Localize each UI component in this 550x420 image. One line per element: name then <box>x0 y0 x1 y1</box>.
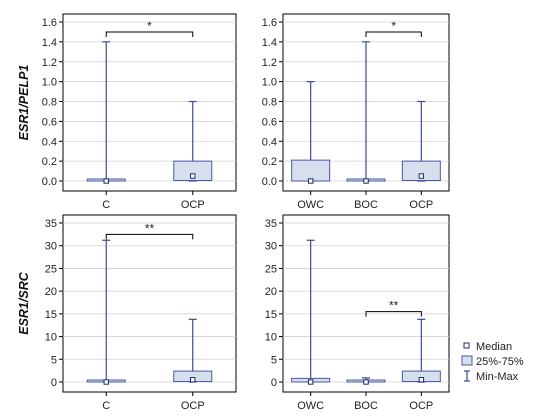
y-axis-label: ESR1/PELP1 <box>17 65 31 141</box>
median-marker <box>307 178 314 184</box>
x-tick-label: OWC <box>297 199 324 211</box>
box-ocp <box>173 318 213 383</box>
box-swatch-icon <box>461 355 473 366</box>
median-square-icon <box>463 342 470 349</box>
significance-bracket: * <box>105 19 194 37</box>
y-tick-label: 1.2 <box>42 57 57 69</box>
median-marker <box>363 379 369 385</box>
x-tick-label: C <box>102 199 110 211</box>
plot-frame <box>62 214 237 393</box>
significance-label: ** <box>389 299 399 313</box>
median-marker <box>190 173 196 179</box>
y-tick-label: 1.4 <box>42 37 57 49</box>
y-tick-label: 0.0 <box>42 176 57 188</box>
y-tick-label: 0.4 <box>262 136 277 148</box>
y-tick-label: 15 <box>265 309 277 321</box>
y-tick-label: 25 <box>45 263 57 275</box>
x-tick-label: BOC <box>354 400 378 412</box>
box-boc <box>346 41 386 184</box>
median-marker <box>418 173 425 179</box>
y-tick-label: 1.4 <box>262 37 277 49</box>
x-tick-label: OCP <box>181 199 205 211</box>
box-c <box>86 41 126 184</box>
y-tick-label: 5 <box>51 354 57 366</box>
y-tick-label: 20 <box>45 286 57 298</box>
median-marker <box>363 178 369 184</box>
y-tick-label: 25 <box>265 263 277 275</box>
significance-bracket: ** <box>105 221 194 240</box>
iqr-box <box>173 160 213 182</box>
significance-label: ** <box>145 221 155 235</box>
y-tick-label: 0 <box>271 377 277 389</box>
x-tick-label: OWC <box>297 400 324 412</box>
y-tick-label: 20 <box>265 286 277 298</box>
y-tick-label: 0.4 <box>42 136 57 148</box>
y-tick-label: 1.0 <box>42 77 57 89</box>
legend-item: 25%-75% <box>461 355 524 368</box>
x-tick-label: OCP <box>409 400 433 412</box>
y-tick-label: 0.2 <box>42 156 57 168</box>
x-tick-label: OCP <box>181 400 205 412</box>
y-tick-label: 1.6 <box>262 17 277 29</box>
y-tick-label: 30 <box>45 241 57 253</box>
chart-panel-bottom-right: 0 5 10 15 20 25 30 35 OWC BOC OCP ** <box>265 214 450 412</box>
significance-bracket: * <box>365 19 422 37</box>
bracket-line <box>105 31 194 37</box>
chart-panel-bottom-left: 0 5 10 15 20 25 30 35 C OCP ESR1/SRC ** <box>17 214 237 412</box>
y-tick-label: 15 <box>45 309 57 321</box>
box-owc <box>291 239 331 385</box>
y-tick-label: 0.0 <box>262 176 277 188</box>
iqr-box <box>291 159 331 182</box>
legend-item: Min-Max <box>464 370 519 383</box>
legend: Median 25%-75% Min-Max <box>461 341 524 383</box>
box-owc <box>291 81 331 184</box>
bracket-line <box>105 233 194 240</box>
y-tick-label: 30 <box>265 241 277 253</box>
y-tick-label: 0.2 <box>262 156 277 168</box>
legend-label: Min-Max <box>476 371 519 383</box>
legend-label: 25%-75% <box>476 356 524 368</box>
median-marker <box>418 377 425 383</box>
y-tick-label: 35 <box>265 218 277 230</box>
y-tick-label: 0.8 <box>42 97 57 109</box>
y-tick-label: 10 <box>45 332 57 344</box>
y-tick-label: 10 <box>265 332 277 344</box>
box-ocp <box>401 318 441 383</box>
box-ocp <box>173 100 213 182</box>
box-boc <box>346 377 386 385</box>
y-tick-label: 0.6 <box>262 116 277 128</box>
x-tick-label: BOC <box>354 199 378 211</box>
plot-frame <box>282 214 450 393</box>
median-marker <box>190 377 196 383</box>
significance-label: * <box>147 19 152 33</box>
y-tick-label: 0.8 <box>262 97 277 109</box>
y-tick-label: 1.2 <box>262 57 277 69</box>
y-tick-label: 35 <box>45 218 57 230</box>
legend-item: Median <box>463 341 512 353</box>
median-marker <box>307 379 314 385</box>
y-tick-label: 0.6 <box>42 116 57 128</box>
y-tick-label: 5 <box>271 354 277 366</box>
box-ocp <box>401 100 441 182</box>
box-c <box>86 239 126 385</box>
whisker-icon <box>464 370 470 382</box>
x-tick-label: OCP <box>409 199 433 211</box>
y-axis-label: ESR1/SRC <box>17 271 31 334</box>
x-tick-label: C <box>102 400 110 412</box>
median-marker <box>103 379 109 385</box>
y-tick-label: 1.6 <box>42 17 57 29</box>
bracket-line <box>365 31 422 37</box>
y-tick-label: 1.0 <box>262 77 277 89</box>
chart-panel-top-left: 0.0 0.2 0.4 0.6 0.8 1.0 1.2 1.4 1.6 C OCP ESR1/PELP… <box>17 13 237 211</box>
legend-label: Median <box>476 341 512 353</box>
median-marker <box>103 178 109 184</box>
chart-panel-top-right: 0.0 0.2 0.4 0.6 0.8 1.0 1.2 1.4 1.6 OWC BOC OCP * <box>262 13 450 211</box>
significance-bracket: ** <box>365 299 422 317</box>
significance-label: * <box>391 19 396 33</box>
bracket-line <box>365 311 422 317</box>
iqr-box <box>401 160 441 182</box>
y-tick-label: 0 <box>51 377 57 389</box>
